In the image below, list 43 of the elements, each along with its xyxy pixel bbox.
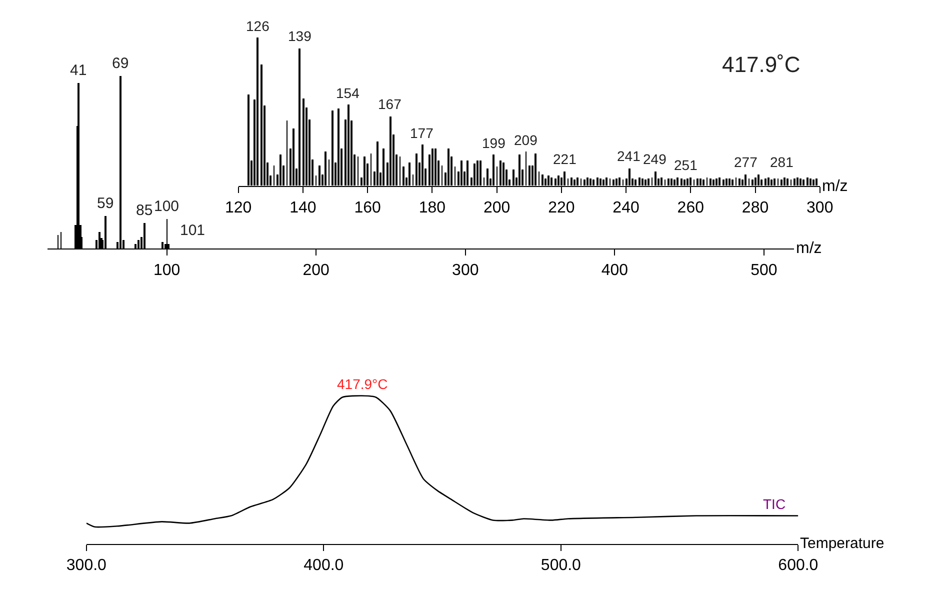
annotation: 167 [378, 96, 402, 112]
x-tick-label: 400.0 [304, 557, 344, 574]
x-tick-label: 300 [452, 262, 479, 279]
x-tick-label: 500.0 [540, 557, 582, 574]
annotation: 59 [97, 195, 114, 212]
x-axis-title: m/z [822, 178, 848, 195]
annotation: 69 [112, 55, 129, 72]
x-tick-label: 400 [601, 262, 628, 279]
annotation: 41 [70, 62, 87, 79]
annotation: 199 [482, 135, 506, 151]
annotation: 221 [553, 151, 577, 167]
x-tick-label: 160 [354, 199, 382, 216]
annotation: 209 [514, 132, 538, 148]
x-axis-title: m/z [796, 240, 822, 257]
annotation: 101 [180, 222, 206, 239]
annotation: 417.9°C [337, 376, 388, 392]
annotation: 177 [410, 125, 434, 141]
annotation: 154 [336, 85, 360, 101]
annotation: 251 [674, 157, 698, 173]
annotation: 139 [288, 28, 312, 44]
x-tick-label: 500 [750, 262, 778, 279]
x-tick-label: 120 [224, 199, 252, 216]
x-tick-label: 140 [290, 199, 316, 216]
x-tick-label: 100 [153, 262, 180, 279]
x-tick-label: 300.0 [66, 557, 107, 574]
annotation: 417.9˚C [722, 52, 800, 77]
annotation: 281 [770, 154, 794, 170]
x-tick-label: 220 [548, 199, 575, 216]
annotation: TIC [763, 496, 786, 512]
x-tick-label: 200 [483, 199, 510, 216]
annotation: 85 [136, 202, 153, 219]
x-tick-label: 260 [677, 199, 704, 216]
x-tick-label: 240 [612, 199, 640, 216]
annotation: 277 [734, 154, 758, 170]
x-tick-label: 200 [302, 262, 330, 279]
x-tick-label: 180 [418, 199, 446, 216]
x-tick-label: 600.0 [778, 557, 818, 574]
annotation: 249 [643, 151, 667, 167]
x-tick-label: 300 [806, 199, 834, 216]
annotation: 241 [617, 148, 641, 164]
annotation: 126 [246, 18, 270, 34]
x-axis-title: Temperature [800, 535, 884, 552]
x-tick-label: 280 [742, 199, 769, 216]
